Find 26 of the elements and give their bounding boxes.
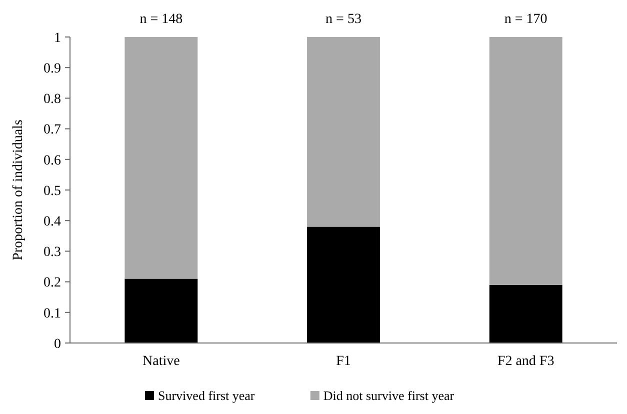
x-tick-label: F2 and F3 bbox=[497, 354, 554, 369]
legend-label: Survived first year bbox=[158, 388, 256, 403]
y-tick-label: 0.2 bbox=[44, 276, 61, 291]
bar bbox=[489, 284, 562, 343]
y-tick-label: 0.6 bbox=[44, 153, 61, 168]
bar bbox=[307, 226, 380, 343]
y-tick-label: 0 bbox=[54, 336, 61, 352]
y-tick-label: 0.3 bbox=[44, 245, 61, 260]
y-tick-label: 0.7 bbox=[44, 122, 61, 138]
y-tick-label: 0.5 bbox=[44, 184, 61, 199]
y-tick-label: 0.1 bbox=[44, 306, 61, 322]
bar bbox=[124, 278, 198, 343]
bar bbox=[307, 37, 380, 227]
annotation: n = 53 bbox=[326, 12, 362, 27]
y-tick-label: 0.4 bbox=[44, 214, 61, 230]
annotation: n = 170 bbox=[504, 12, 548, 27]
annotation: n = 148 bbox=[140, 12, 183, 27]
bar bbox=[124, 37, 198, 279]
y-tick-label: 0.8 bbox=[44, 92, 61, 108]
y-tick-label: 1 bbox=[54, 30, 61, 46]
x-tick-label: Native bbox=[142, 354, 180, 369]
y-axis-title: Proportion of individuals bbox=[11, 120, 26, 260]
bar bbox=[489, 37, 562, 285]
legend-label: Did not survive first year bbox=[323, 388, 455, 403]
y-tick-label: 0.9 bbox=[44, 62, 61, 76]
x-tick-label: F1 bbox=[336, 354, 351, 369]
